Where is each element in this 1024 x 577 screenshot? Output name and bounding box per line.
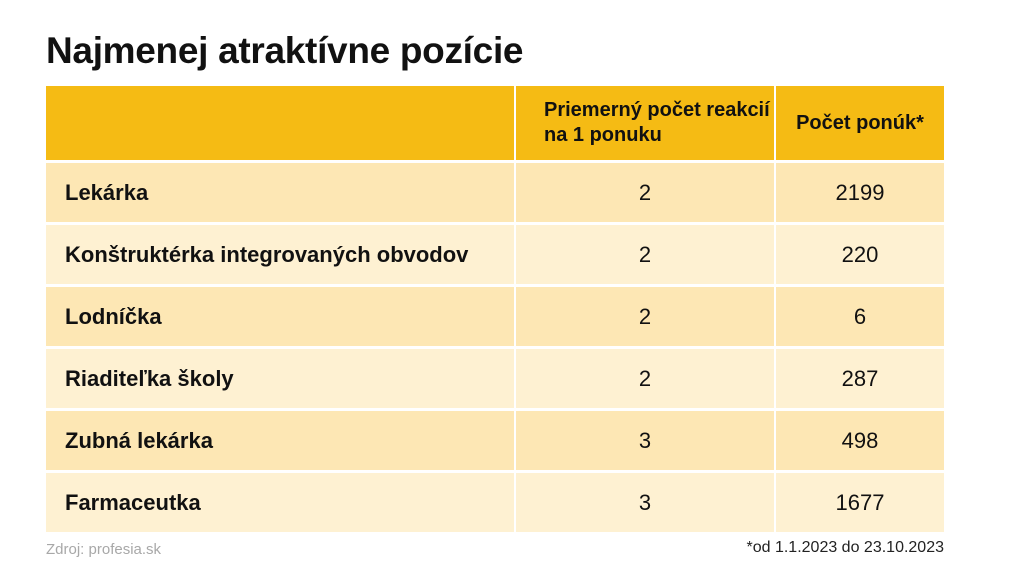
row-2-name: Konštruktérka integrovaných obvodov — [46, 225, 514, 284]
source-note: Zdroj: profesia.sk — [46, 541, 162, 558]
row-6-offers: 1677 — [776, 473, 944, 532]
header-avg-reactions: Priemerný počet reakcií na 1 ponuku — [516, 86, 774, 160]
header-offer-count: Počet ponúk* — [776, 86, 944, 160]
row-3-offers: 6 — [776, 287, 944, 346]
row-6-name: Farmaceutka — [46, 473, 514, 532]
row-2-offers: 220 — [776, 225, 944, 284]
chart-title: Najmenej atraktívne pozície — [46, 30, 524, 71]
row-5-name: Zubná lekárka — [46, 411, 514, 470]
date-range-footnote: *od 1.1.2023 do 23.10.2023 — [746, 539, 944, 556]
row-4-avg-reactions: 2 — [516, 349, 774, 408]
row-4-name: Riaditeľka školy — [46, 349, 514, 408]
row-3-avg-reactions: 2 — [516, 287, 774, 346]
row-3-name: Lodníčka — [46, 287, 514, 346]
header-empty — [46, 86, 514, 160]
data-table: Priemerný počet reakcií na 1 ponuku Poče… — [46, 86, 944, 532]
row-1-offers: 2199 — [776, 163, 944, 222]
row-1-name: Lekárka — [46, 163, 514, 222]
row-4-offers: 287 — [776, 349, 944, 408]
row-1-avg-reactions: 2 — [516, 163, 774, 222]
row-5-offers: 498 — [776, 411, 944, 470]
row-5-avg-reactions: 3 — [516, 411, 774, 470]
row-2-avg-reactions: 2 — [516, 225, 774, 284]
row-6-avg-reactions: 3 — [516, 473, 774, 532]
